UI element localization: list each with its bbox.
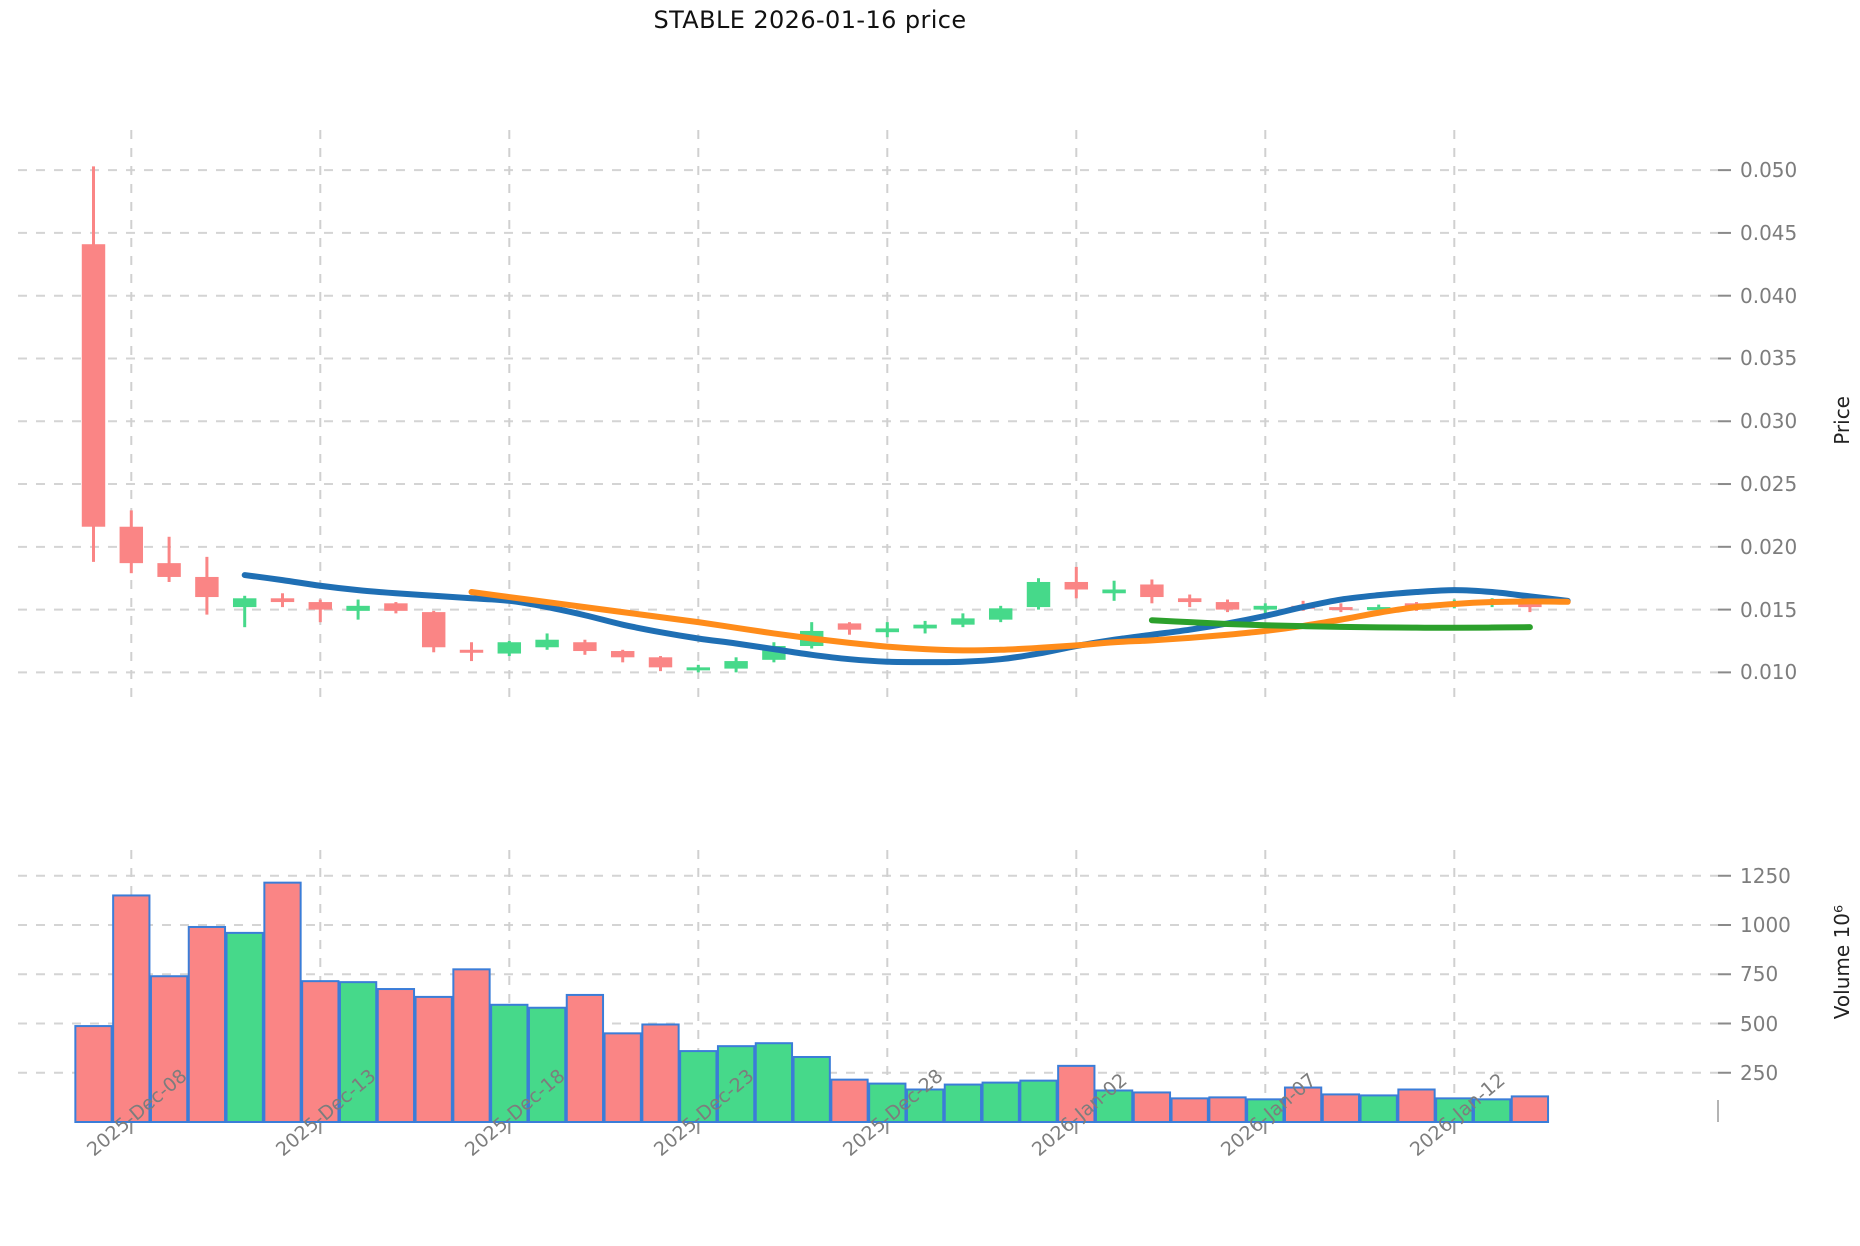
volume-bar — [1397, 1088, 1436, 1123]
price-tick-label: 0.030 — [1740, 409, 1798, 434]
candle-body — [308, 602, 333, 610]
candle-body — [384, 603, 408, 611]
volume-bar — [981, 1081, 1020, 1124]
volume-tick-label: 1000 — [1740, 913, 1791, 937]
ma-line-ma_long — [1148, 617, 1533, 631]
volume-bar — [1510, 1095, 1550, 1124]
candle-body — [724, 661, 748, 669]
volume-bar — [830, 1078, 869, 1123]
volume-bar — [1132, 1091, 1172, 1124]
volume-bar — [414, 995, 453, 1124]
candle-body — [1329, 607, 1353, 611]
volume-bar — [187, 925, 227, 1123]
volume-bar — [641, 1023, 680, 1124]
candle-body — [157, 563, 181, 577]
candle-body — [421, 612, 446, 648]
price-tick-label: 0.010 — [1740, 660, 1798, 685]
volume-bar — [1435, 1097, 1474, 1124]
volume-tick-label: 750 — [1740, 962, 1779, 987]
volume-bar — [716, 1045, 756, 1123]
volume-bar — [754, 1042, 794, 1123]
volume-bar — [301, 980, 340, 1124]
volume-bar — [376, 988, 416, 1124]
volume-axis-label: Volume 10⁶ — [1830, 905, 1854, 1020]
volume-bar — [452, 968, 491, 1123]
volume-bar — [338, 981, 378, 1123]
volume-bar — [1246, 1098, 1285, 1123]
volume-bar — [1321, 1093, 1361, 1123]
price-tick-label: 0.050 — [1740, 158, 1798, 183]
candle-body — [1026, 581, 1051, 608]
candle-body — [81, 244, 106, 527]
volume-bar — [1019, 1079, 1058, 1124]
volume-bar — [603, 1032, 642, 1124]
price-tick-label: 0.020 — [1740, 534, 1798, 559]
volume-bar — [1170, 1097, 1209, 1124]
volume-bar — [868, 1082, 907, 1123]
volume-bar — [1057, 1064, 1096, 1124]
volume-tick-label: 250 — [1740, 1060, 1779, 1085]
volume-bar — [112, 894, 151, 1123]
volume-bar — [1208, 1096, 1247, 1124]
candle-body — [1253, 605, 1278, 610]
candle-body — [232, 598, 257, 608]
volume-bar — [565, 993, 605, 1123]
volume-bar — [1472, 1098, 1512, 1123]
candle-body — [875, 628, 900, 633]
price-tick-label: 0.040 — [1740, 283, 1798, 308]
candle-body — [270, 598, 295, 603]
volume-bar — [149, 975, 189, 1124]
volume-bar — [490, 1003, 529, 1124]
candle-body — [686, 667, 711, 671]
volume-bar — [74, 1025, 113, 1124]
price-axis-label: Price — [1830, 396, 1854, 445]
candle-body — [1215, 602, 1240, 610]
volume-bar — [679, 1050, 718, 1124]
candle-body — [648, 657, 673, 668]
price-tick-label: 0.045 — [1740, 220, 1798, 245]
volume-bar — [527, 1006, 567, 1124]
volume-bar — [792, 1055, 831, 1123]
ma-line-ma_mid — [468, 589, 1571, 654]
candle-body — [573, 642, 597, 652]
candle-body — [988, 608, 1013, 620]
candle-body — [1064, 581, 1089, 590]
volume-bar — [905, 1088, 945, 1123]
price-tick-label: 0.015 — [1740, 597, 1798, 622]
ma-line-ma_short — [241, 572, 1571, 666]
candle-body — [951, 618, 975, 625]
volume-bar — [225, 931, 264, 1123]
candle-body — [1102, 589, 1126, 594]
volume-tick-label: 1250 — [1740, 863, 1791, 888]
candle-body — [459, 649, 484, 653]
volume-bar — [943, 1083, 983, 1123]
candle-body — [497, 642, 522, 654]
volume-bar — [1359, 1094, 1398, 1123]
price-tick-label: 0.025 — [1740, 472, 1798, 497]
page-title: STABLE 2026-01-16 price — [653, 6, 967, 34]
candle-body — [837, 623, 862, 630]
candle-body — [1140, 584, 1164, 598]
candle-body — [119, 526, 144, 564]
volume-bar — [263, 881, 302, 1123]
candle-body — [535, 639, 559, 648]
candle-body — [1177, 598, 1202, 603]
candle-body — [195, 576, 219, 598]
candle-body — [610, 651, 635, 658]
volume-tick-label: 500 — [1740, 1011, 1779, 1036]
candle-body — [1366, 607, 1391, 611]
price-tick-label: 0.035 — [1740, 346, 1798, 371]
volume-bar — [1094, 1089, 1134, 1123]
candle-body — [346, 605, 370, 611]
volume-bar — [1283, 1086, 1323, 1124]
candle-body — [913, 624, 937, 629]
